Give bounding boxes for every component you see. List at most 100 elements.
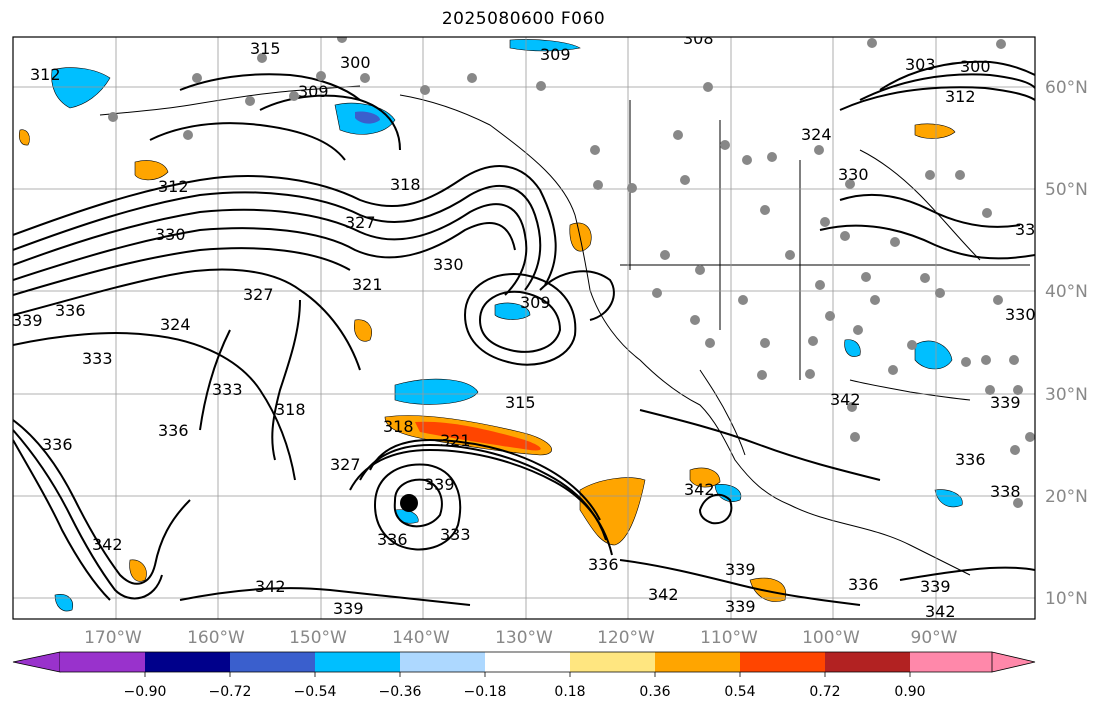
shading-blob [18, 129, 30, 146]
contour-label: 330 [155, 225, 186, 244]
colorbar-extend-max [991, 651, 1036, 673]
contour-label: 309 [540, 45, 571, 64]
shading-blob [394, 378, 479, 405]
colorbar-segment [485, 652, 570, 672]
lat-label: 20°N [1045, 487, 1088, 507]
contour-label: 327 [330, 455, 361, 474]
contour-label: 342 [648, 585, 679, 604]
lon-label: 100°W [802, 628, 860, 648]
lat-label: 50°N [1045, 180, 1088, 200]
longitude-labels: 170°W 160°W 150°W 140°W 130°W 120°W 110°… [84, 628, 958, 648]
contour-label: 312 [945, 87, 976, 106]
contour-label: 342 [92, 535, 123, 554]
contour-label: 336 [42, 435, 73, 454]
contour-label: 330 [1005, 305, 1036, 324]
lat-label: 60°N [1045, 78, 1088, 98]
contour-label: 339 [920, 577, 951, 596]
shading-blob [914, 123, 956, 139]
shading-blob [934, 489, 963, 508]
contour-label: 324 [801, 125, 832, 144]
colorbar-segment [315, 652, 400, 672]
colorbar-tick-label: 0.72 [809, 684, 840, 700]
center-marker [400, 494, 418, 512]
shading-blob [54, 594, 73, 612]
contour-label: 300 [960, 57, 991, 76]
colorbar-tick-label: 0.54 [724, 684, 755, 700]
contour-label: 342 [684, 480, 715, 499]
shading-blob [579, 477, 646, 546]
contour-label: 327 [243, 285, 274, 304]
colorbar-extend-min [12, 651, 61, 673]
contour-label: 336 [955, 450, 986, 469]
colorbar-tick-label: 0.90 [894, 684, 925, 700]
contour-label: 312 [158, 177, 189, 196]
contour-label: 336 [848, 575, 879, 594]
shading-blob [749, 577, 787, 602]
contour-label: 333 [440, 525, 471, 544]
lon-label: 110°W [700, 628, 758, 648]
colorbar-segment [910, 652, 992, 672]
latitude-labels: 60°N 50°N 40°N 30°N 20°N 10°N [1045, 78, 1088, 609]
contour-label: 336 [377, 530, 408, 549]
contour-label: 336 [588, 555, 619, 574]
lon-label: 160°W [187, 628, 245, 648]
lon-label: 90°W [911, 628, 958, 648]
colorbar-segment [400, 652, 485, 672]
colorbar-tick-label: −0.36 [379, 684, 422, 700]
contour-label: 327 [345, 213, 376, 232]
contour-label: 300 [340, 53, 371, 72]
shading-blob [51, 67, 111, 109]
contour-label: 333 [212, 380, 243, 399]
shading-blob [494, 302, 531, 320]
shading-blob [354, 319, 372, 342]
contour-label: 318 [390, 175, 421, 194]
contour-label: 303 [905, 55, 936, 74]
shading-blob [415, 421, 541, 451]
contour-label: 342 [830, 390, 861, 409]
colorbar: −0.90 −0.72 −0.54 −0.36 −0.18 0.18 0.36 … [12, 651, 1036, 700]
colorbar-segment [825, 652, 910, 672]
contour-label: 342 [925, 602, 956, 621]
colorbar-tick-label: 0.18 [554, 684, 585, 700]
contour-labels: 309 315 300 312 309 303 300 308 312 324 … [13, 29, 1046, 621]
contour-label: 339 [990, 393, 1021, 412]
shading-blob [134, 160, 169, 181]
colorbar-segment [655, 652, 740, 672]
contour-label: 330 [838, 165, 869, 184]
contour-label: 333 [82, 349, 113, 368]
colorbar-tick-label: −0.72 [209, 684, 252, 700]
colorbar-segment [230, 652, 315, 672]
graticule [13, 37, 1035, 619]
lon-label: 130°W [495, 628, 553, 648]
shading-blob [129, 559, 147, 582]
colorbar-tick-label: −0.90 [124, 684, 167, 700]
contour-label: 321 [352, 275, 383, 294]
contour-label: 315 [250, 39, 281, 58]
contour-label: 339 [424, 475, 455, 494]
map-frame [12, 36, 1036, 620]
contour-label: 315 [505, 393, 536, 412]
lat-label: 10°N [1045, 589, 1088, 609]
shading-blob [509, 39, 581, 52]
colorbar-segment [740, 652, 825, 672]
lon-label: 140°W [392, 628, 450, 648]
contour-label: 318 [275, 400, 306, 419]
lon-label: 150°W [289, 628, 347, 648]
contour-label: 336 [55, 301, 86, 320]
contour-label: 339 [725, 560, 756, 579]
colorbar-tick-label: 0.36 [639, 684, 670, 700]
colorbar-segment [60, 652, 145, 672]
contour-label: 308 [683, 29, 714, 48]
contour-lines [13, 60, 1035, 606]
contour-label: 330 [1015, 220, 1046, 239]
lat-label: 40°N [1045, 282, 1088, 302]
shading-blob [689, 467, 721, 488]
contour-label: 309 [298, 82, 329, 101]
contour-label: 339 [333, 599, 364, 618]
station-dots [108, 37, 1035, 508]
shading-blob [914, 340, 953, 370]
colorbar-segment [145, 652, 230, 672]
map-title: 2025080600 F060 [441, 9, 606, 29]
lat-label: 30°N [1045, 385, 1088, 405]
